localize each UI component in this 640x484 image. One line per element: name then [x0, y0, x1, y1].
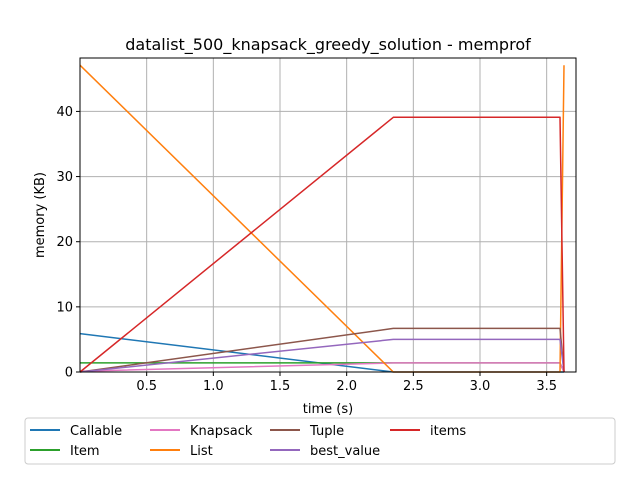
y-axis-ticks: 0 10 20 30 40: [56, 105, 80, 381]
x-tick-label: 3.5: [536, 379, 557, 394]
y-tick-label: 0: [65, 366, 73, 381]
legend: Callable Item Knapsack List Tuple best_value i…: [24, 417, 616, 465]
y-tick-label: 30: [56, 170, 73, 185]
series-line-best-value: [79, 338, 565, 373]
x-tick-label: 1.5: [270, 379, 291, 394]
x-axis-label: time (s): [303, 402, 353, 417]
x-tick-label: 1.0: [203, 379, 224, 394]
series-line-knapsack: [79, 362, 565, 373]
legend-label-list: List: [190, 444, 213, 459]
legend-label-tuple: Tuple: [309, 424, 344, 439]
legend-label-item: Item: [70, 444, 100, 459]
legend-label-callable: Callable: [70, 424, 122, 439]
y-tick-label: 20: [56, 235, 73, 250]
legend-label-best-value: best_value: [310, 444, 380, 459]
grid-lines: [80, 58, 576, 373]
legend-label-items: items: [430, 424, 466, 439]
chart-title: datalist_500_knapsack_greedy_solution - …: [125, 35, 531, 55]
x-tick-label: 2.0: [336, 379, 357, 394]
y-tick-label: 10: [56, 300, 73, 315]
series-line-items: [79, 116, 565, 373]
legend-label-knapsack: Knapsack: [190, 424, 253, 439]
x-tick-label: 2.5: [403, 379, 424, 394]
y-tick-label: 40: [56, 105, 73, 120]
x-axis-ticks: 0.5 1.0 1.5 2.0 2.5 3.0 3.5: [136, 372, 557, 394]
x-tick-label: 0.5: [136, 379, 157, 394]
plot-frame: [79, 57, 577, 373]
y-axis-label: memory (KB): [33, 172, 48, 258]
x-tick-label: 3.0: [470, 379, 491, 394]
